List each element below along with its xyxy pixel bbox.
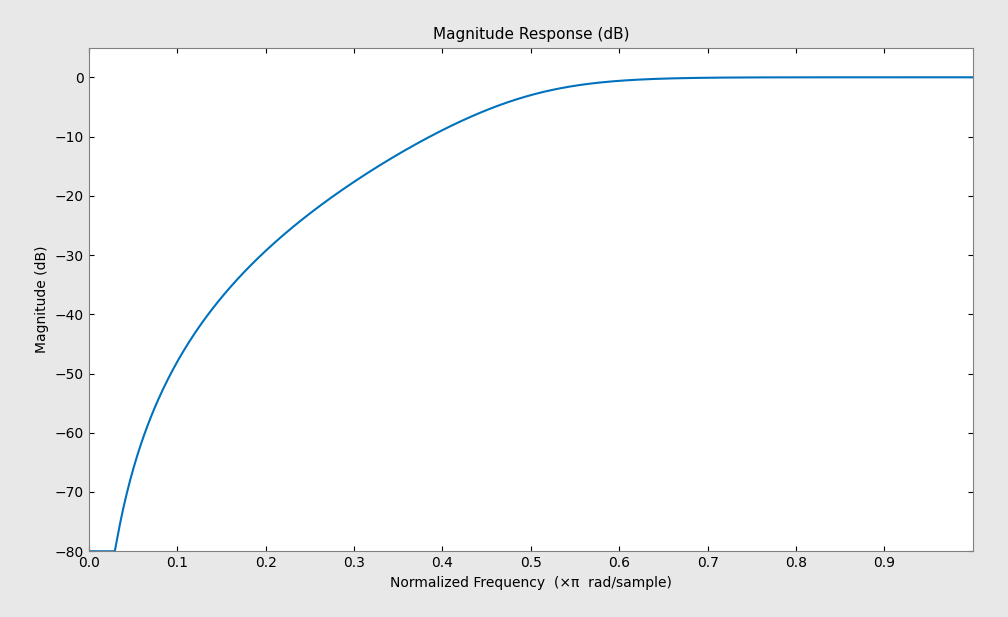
Y-axis label: Magnitude (dB): Magnitude (dB) xyxy=(35,246,49,353)
X-axis label: Normalized Frequency  (×π  rad/sample): Normalized Frequency (×π rad/sample) xyxy=(390,576,671,590)
Title: Magnitude Response (dB): Magnitude Response (dB) xyxy=(432,27,629,43)
